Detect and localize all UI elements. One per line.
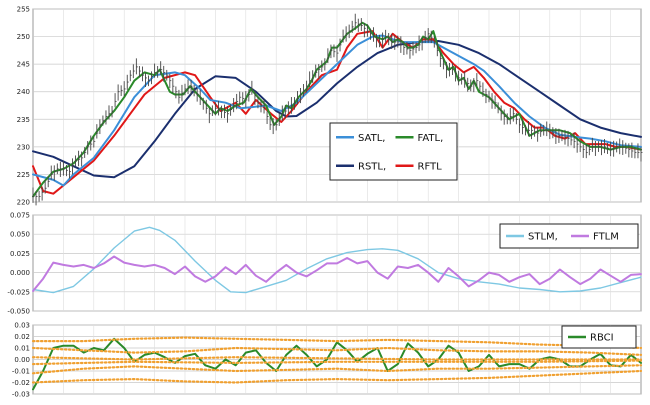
y-tick-label: -0.02: [12, 379, 30, 387]
series-line-stlm: [32, 226, 642, 294]
y-tick-label: 235: [17, 116, 30, 124]
y-tick-label: 240: [17, 88, 30, 96]
series-line-band-2: [31, 364, 643, 375]
series-line-band-4: [31, 369, 643, 384]
y-tick-label: 225: [17, 171, 30, 179]
y-tick-label: 230: [17, 143, 30, 151]
series-line-ftlm: [32, 255, 642, 292]
y-tick-label: -0.025: [7, 288, 30, 296]
series-line-band-1: [31, 346, 643, 356]
y-tick-label: -0.050: [7, 308, 30, 316]
y-tick-label: 0.00: [14, 356, 30, 364]
legend-label: STLM,: [528, 232, 558, 243]
y-tick-label: 0.02: [14, 333, 30, 341]
series-line-band-3: [31, 336, 643, 350]
series-line-satl: [32, 34, 642, 187]
legend-label: RSTL,: [358, 161, 386, 172]
y-tick-label: 0.000: [10, 269, 30, 277]
y-tick-label: 220: [17, 199, 30, 207]
y-tick-label: 0.01: [14, 345, 30, 353]
y-tick-label: 245: [17, 61, 30, 69]
y-tick-label: 0.050: [10, 231, 30, 239]
y-tick-label: -0.01: [12, 368, 30, 376]
legend-box: [561, 325, 637, 349]
legend-label: RBCI: [590, 333, 614, 344]
y-tick-label: 0.075: [10, 212, 30, 220]
legend-label: FTLM: [593, 232, 619, 243]
series-line-band-6: [31, 359, 643, 366]
series-line-rstl: [32, 40, 642, 179]
y-tick-label: -0.03: [12, 391, 30, 399]
y-tick-label: 0.025: [10, 250, 30, 258]
y-tick-label: 250: [17, 33, 30, 41]
series-line-band-5: [31, 356, 643, 361]
legend-box: [329, 122, 458, 181]
y-tick-label: 0.03: [14, 322, 30, 330]
legend-label: SATL,: [358, 133, 385, 144]
y-tick-label: 255: [17, 6, 30, 14]
legend-label: RFTL: [418, 161, 443, 172]
legend-label: FATL,: [418, 133, 444, 144]
